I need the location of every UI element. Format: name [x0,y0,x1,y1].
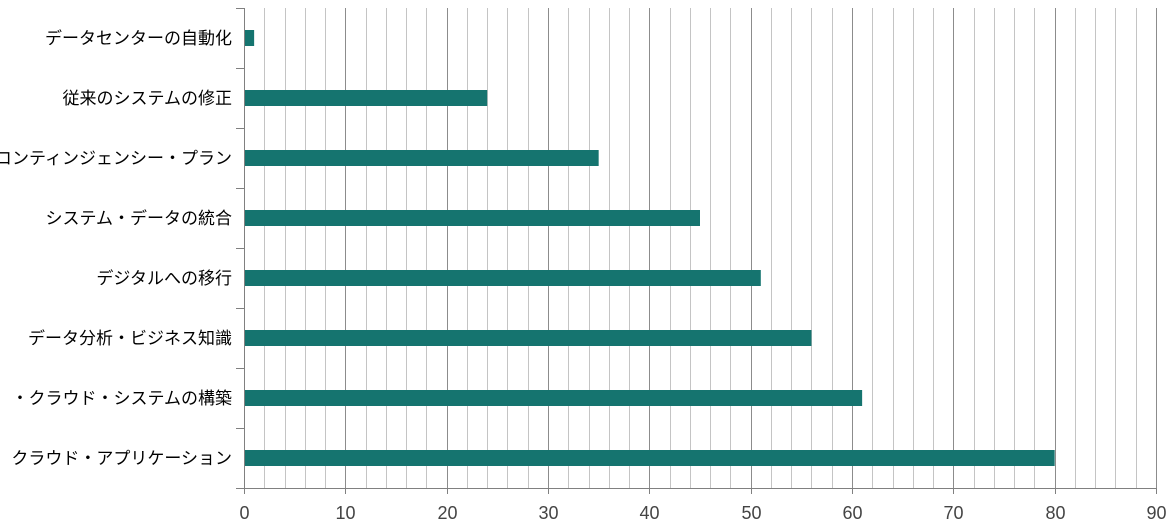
bar [244,450,1055,466]
x-tick-label: 0 [239,503,249,523]
category-label: デジタルへの移行 [96,268,232,289]
category-label: コンティンジェンシー・プラン [0,149,232,169]
x-tick-label: 80 [1045,503,1065,523]
category-label: ・クラウド・システムの構築 [12,389,233,409]
bar [244,270,761,286]
x-tick-label: 50 [741,503,761,523]
axes [236,8,1157,494]
bar [244,210,700,226]
bar [244,330,812,346]
category-label: システム・データの統合 [46,208,233,229]
x-tick-label: 30 [538,503,558,523]
category-label: 従来のシステムの修正 [63,89,233,109]
x-tick-label: 10 [335,503,355,523]
category-label: クラウド・アプリケーション [11,449,232,469]
category-label: データセンターの自動化 [45,28,232,49]
grid-lines [264,8,1157,488]
bars [244,30,1055,466]
x-tick-label: 40 [639,503,659,523]
bar [244,90,488,106]
x-tick-label: 20 [437,503,457,523]
x-tick-labels: 0 10 20 30 40 50 60 70 80 90 [239,503,1166,523]
bar [244,150,599,166]
category-labels: データセンターの自動化従来のシステムの修正コンティンジェンシー・プランシステム・… [0,28,232,469]
bar [244,30,255,46]
x-tick-label: 60 [842,503,862,523]
x-tick-label: 90 [1146,503,1166,523]
x-tick-label: 70 [943,503,963,523]
category-label: データ分析・ビジネス知識 [28,328,232,349]
bar [244,390,863,406]
